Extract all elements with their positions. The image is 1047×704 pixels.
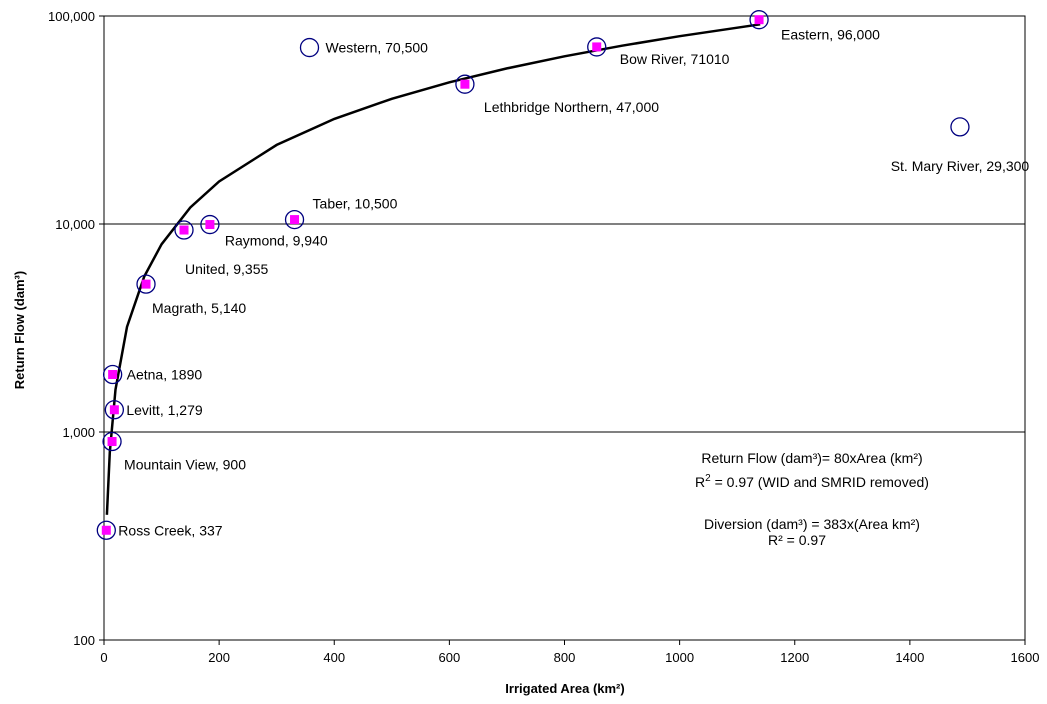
trendline <box>105 23 761 515</box>
data-point-circle <box>200 214 220 235</box>
data-point <box>136 274 156 294</box>
data-point <box>104 400 125 420</box>
data-point-circle <box>299 37 320 58</box>
y-tick-label: 1,000 <box>62 425 95 440</box>
data-point-marker <box>101 525 111 535</box>
data-points <box>96 10 970 540</box>
data-label: Aetna, 1890 <box>127 366 203 382</box>
x-tick-label: 400 <box>323 650 345 665</box>
data-label: United, 9,355 <box>185 261 268 277</box>
data-label: Ross Creek, 337 <box>118 522 222 538</box>
data-label: Mountain View, 900 <box>124 457 246 473</box>
data-point <box>587 37 607 57</box>
data-point-circle <box>284 209 305 230</box>
point-labels: Ross Creek, 337 Mountain View, 900 Levitt,… <box>118 27 1029 539</box>
trendline-path <box>105 23 761 515</box>
data-point-circle <box>96 520 116 540</box>
data-point <box>102 364 123 385</box>
diversion-equation: Diversion (dam³) = 383x(Area km²) <box>704 516 920 532</box>
data-label: Magrath, 5,140 <box>152 300 246 316</box>
data-point-circle <box>455 74 475 94</box>
data-label: St. Mary River, 29,300 <box>891 158 1030 174</box>
y-tick-label: 10,000 <box>55 217 95 232</box>
x-axis-ticks: 0 200 400 600 800 1000 1200 1400 1600 <box>100 640 1039 665</box>
x-tick-label: 1600 <box>1011 650 1040 665</box>
data-point-marker <box>107 437 117 447</box>
x-tick-label: 600 <box>439 650 461 665</box>
data-label: Taber, 10,500 <box>313 196 398 212</box>
data-point <box>200 214 220 235</box>
x-tick-label: 800 <box>554 650 576 665</box>
data-point-circle <box>102 431 122 452</box>
data-point <box>299 37 320 58</box>
data-point-circle <box>950 117 970 137</box>
data-point-marker <box>141 279 151 289</box>
gridlines <box>104 223 1025 433</box>
data-label: Levitt, 1,279 <box>126 402 202 418</box>
data-point-marker <box>205 220 215 230</box>
data-point <box>174 220 194 240</box>
data-point-circle <box>102 364 123 385</box>
data-label: Eastern, 96,000 <box>781 27 880 43</box>
data-label: Western, 70,500 <box>325 40 428 56</box>
data-label: Lethbridge Northern, 47,000 <box>484 99 659 115</box>
y-axis-ticks: 100 1,000 10,000 100,000 <box>48 9 104 648</box>
x-tick-label: 1000 <box>665 650 694 665</box>
data-label: Bow River, 71010 <box>620 51 730 67</box>
data-point-marker <box>109 405 119 415</box>
data-label: Raymond, 9,940 <box>225 233 328 249</box>
data-point-marker <box>754 15 764 25</box>
data-point <box>950 117 970 137</box>
x-tick-label: 1400 <box>895 650 924 665</box>
x-tick-label: 200 <box>208 650 230 665</box>
data-point-marker <box>290 215 300 225</box>
data-point <box>749 10 769 30</box>
data-point-marker <box>592 42 602 52</box>
y-axis-title: Return Flow (dam³) <box>12 271 27 389</box>
x-axis-title: Irrigated Area (km²) <box>505 681 624 696</box>
data-point-circle <box>104 400 125 420</box>
data-point-marker <box>460 79 470 89</box>
data-point-circle <box>749 10 769 30</box>
data-point <box>455 74 475 94</box>
data-point <box>284 209 305 230</box>
data-point <box>102 431 122 452</box>
data-point <box>96 520 116 540</box>
y-tick-label: 100,000 <box>48 9 95 24</box>
data-point-marker <box>108 369 118 379</box>
return-flow-equation: Return Flow (dam³)= 80xArea (km²) <box>701 450 922 466</box>
x-tick-label: 1200 <box>780 650 809 665</box>
x-tick-label: 0 <box>100 650 107 665</box>
diversion-r2: R² = 0.97 <box>768 532 826 548</box>
data-point-circle <box>174 220 194 240</box>
data-point-circle <box>587 37 607 57</box>
data-point-circle <box>136 274 156 294</box>
data-point-marker <box>179 225 189 235</box>
return-flow-r2: R2 = 0.97 (WID and SMRID removed) <box>695 473 929 490</box>
y-tick-label: 100 <box>73 633 95 648</box>
